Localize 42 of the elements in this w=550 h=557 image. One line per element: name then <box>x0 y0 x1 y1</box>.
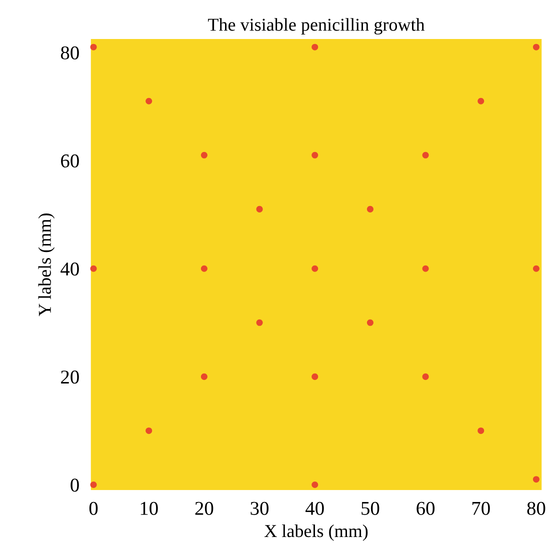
y-tick-label: 20 <box>61 370 79 384</box>
x-tick-label: 20 <box>195 502 214 515</box>
point <box>90 482 97 488</box>
point <box>532 476 540 483</box>
point <box>532 265 540 272</box>
point <box>422 373 429 380</box>
point <box>146 98 152 104</box>
point <box>312 44 318 50</box>
y-tick-label: 80 <box>60 46 79 60</box>
chart-title: The visiable penicillin growth <box>208 18 425 35</box>
y-tick-label: 0 <box>70 478 79 492</box>
point <box>256 319 263 326</box>
x-tick-label: 40 <box>306 502 324 515</box>
x-tick-label: 30 <box>250 502 269 515</box>
y-tick-label: 60 <box>61 154 79 168</box>
point <box>312 482 318 488</box>
point <box>256 206 263 212</box>
point <box>200 373 208 380</box>
point <box>478 427 484 434</box>
point <box>200 152 208 158</box>
point <box>200 265 208 272</box>
point <box>422 152 429 158</box>
x-tick-label: 10 <box>140 502 158 515</box>
point <box>312 373 318 380</box>
point <box>366 319 374 326</box>
point <box>90 44 97 50</box>
y-tick-label: 40 <box>60 262 79 276</box>
point <box>146 427 152 434</box>
y-axis-title: Y labels (mm) <box>38 214 55 316</box>
point <box>422 265 429 272</box>
x-tick-label: 70 <box>472 502 490 515</box>
x-tick-label: 60 <box>416 502 435 515</box>
point <box>532 44 540 50</box>
x-tick-label: 50 <box>362 502 380 515</box>
point <box>312 265 318 272</box>
x-tick-label: 0 <box>89 502 98 515</box>
point <box>90 265 97 272</box>
x-axis-title: X labels (mm) <box>264 524 368 541</box>
x-tick-label: 80 <box>527 502 546 515</box>
point <box>312 152 318 158</box>
point <box>478 98 484 104</box>
point <box>366 206 374 212</box>
